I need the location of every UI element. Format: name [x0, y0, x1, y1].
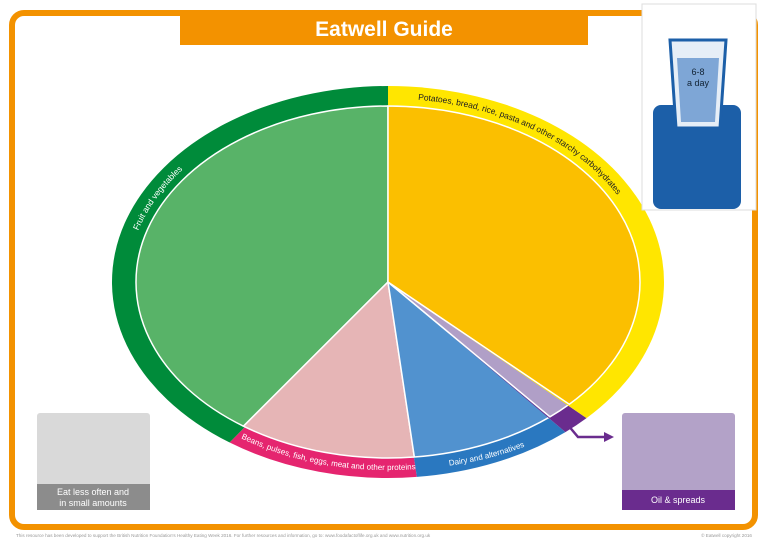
water-label: 6-8 — [691, 67, 704, 77]
oils-arrowhead — [604, 432, 614, 442]
footer-left: This resource has been developed to supp… — [16, 533, 431, 538]
water-label: a day — [687, 78, 710, 88]
fruit-inner — [135, 105, 389, 428]
water — [677, 58, 719, 122]
oils-band — [622, 490, 735, 510]
title: Eatwell Guide — [315, 18, 453, 41]
footer-right: © Eatwell copyright 2016 — [701, 532, 752, 538]
oils-box — [622, 413, 735, 510]
dairy-inner — [386, 280, 552, 458]
oils-arrow — [561, 417, 606, 439]
water-block — [653, 105, 741, 209]
eat-less-label: Eat less often and — [57, 487, 129, 497]
proteins-inner — [242, 280, 416, 459]
oils-label: Oil & spreads — [651, 495, 706, 505]
eat-less-band — [37, 484, 150, 510]
starchy-inner — [387, 105, 641, 406]
plate — [112, 86, 664, 479]
title-bar — [180, 14, 588, 45]
eat-less-label: in small amounts — [59, 498, 127, 508]
